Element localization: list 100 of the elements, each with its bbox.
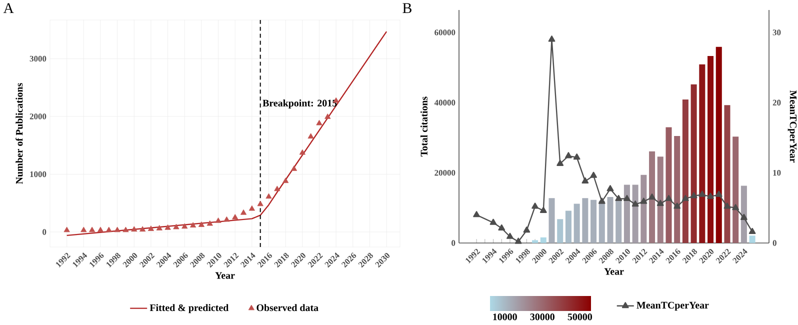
y2-tick-label: 0: [772, 240, 776, 246]
point: [164, 224, 171, 230]
point: [248, 205, 255, 211]
point: [266, 193, 272, 199]
y-tick-label: 2000: [30, 114, 46, 120]
bar: [716, 46, 722, 243]
point: [64, 226, 70, 232]
point: [173, 224, 180, 230]
point: [190, 222, 196, 228]
point: [473, 211, 480, 218]
x-axis-title: Year: [604, 268, 624, 275]
y2-tick-label: 20: [772, 100, 781, 106]
point: [715, 190, 722, 197]
point: [198, 222, 204, 227]
point: [257, 200, 264, 206]
y-tick-label: 40000: [434, 100, 456, 106]
color-bar-label: 30000: [530, 314, 554, 320]
point: [640, 198, 648, 204]
y2-axis-title: MeanTCperYear: [788, 90, 797, 163]
bar: [708, 56, 714, 243]
bar: [590, 200, 597, 243]
point: [324, 114, 331, 119]
y-axis-title: Total citations: [420, 96, 428, 156]
y-tick-label: 60000: [434, 30, 456, 36]
point: [615, 194, 622, 202]
point: [707, 192, 714, 199]
bar: [598, 200, 605, 243]
line-series: [66, 30, 388, 236]
bar: [749, 236, 756, 243]
point: [290, 166, 298, 171]
bar: [616, 199, 622, 243]
point: [506, 232, 514, 239]
point: [308, 133, 314, 139]
point: [698, 190, 706, 197]
bar: [632, 184, 638, 243]
y-tick-label: 1000: [30, 171, 46, 178]
point: [97, 226, 104, 232]
chart-title: B: [402, 3, 412, 14]
point: [140, 226, 146, 232]
bar: [657, 156, 664, 243]
point: [240, 209, 247, 215]
y2-tick-label: 10: [773, 170, 781, 176]
point: [299, 149, 306, 155]
point: [732, 204, 740, 210]
y-axis-title: Number of Publications: [16, 83, 23, 184]
bar: [557, 219, 564, 243]
bar: [565, 210, 572, 243]
bar: [724, 105, 730, 243]
point: [590, 172, 597, 178]
legend-label: Fitted & predicted: [150, 304, 229, 314]
point: [215, 218, 222, 223]
bar: [649, 151, 656, 243]
y2-tick-label: 30: [772, 30, 781, 36]
legend-label: MeanTCperYear: [636, 302, 709, 311]
y-tick-label: 0: [42, 229, 46, 235]
bar: [640, 174, 647, 243]
point: [624, 194, 630, 202]
point: [748, 228, 756, 234]
point: [690, 192, 698, 198]
color-bar-label: 10000: [493, 314, 517, 320]
point: [632, 200, 639, 207]
point: [224, 216, 230, 222]
bar: [532, 240, 538, 243]
point: [282, 178, 289, 183]
bar: [540, 237, 546, 243]
bar: [582, 198, 588, 243]
point: [665, 194, 672, 202]
point: [540, 206, 547, 213]
bar: [674, 136, 680, 243]
point: [740, 214, 748, 220]
point: [573, 153, 580, 160]
point: [106, 226, 112, 232]
point: [498, 224, 506, 231]
point: [548, 36, 556, 42]
point: [316, 120, 322, 126]
point: [523, 226, 530, 233]
point: [606, 185, 614, 192]
point: [182, 223, 188, 229]
bar: [666, 127, 672, 243]
point: [556, 160, 564, 166]
point: [89, 226, 96, 232]
point: [122, 226, 129, 232]
point: [206, 220, 213, 226]
bar: [682, 99, 688, 243]
point: [656, 200, 664, 206]
bar: [732, 136, 739, 243]
y-tick-label: 0: [452, 240, 456, 246]
bar: [574, 204, 580, 243]
point: [565, 152, 572, 158]
point: [156, 225, 162, 230]
point: [674, 202, 681, 209]
bar: [699, 64, 706, 243]
point: [490, 218, 497, 225]
point: [582, 177, 589, 184]
point: [148, 226, 154, 231]
point: [274, 186, 280, 192]
point: [232, 214, 238, 220]
bar: [690, 84, 697, 243]
point: [682, 194, 689, 202]
bar: [607, 197, 614, 243]
